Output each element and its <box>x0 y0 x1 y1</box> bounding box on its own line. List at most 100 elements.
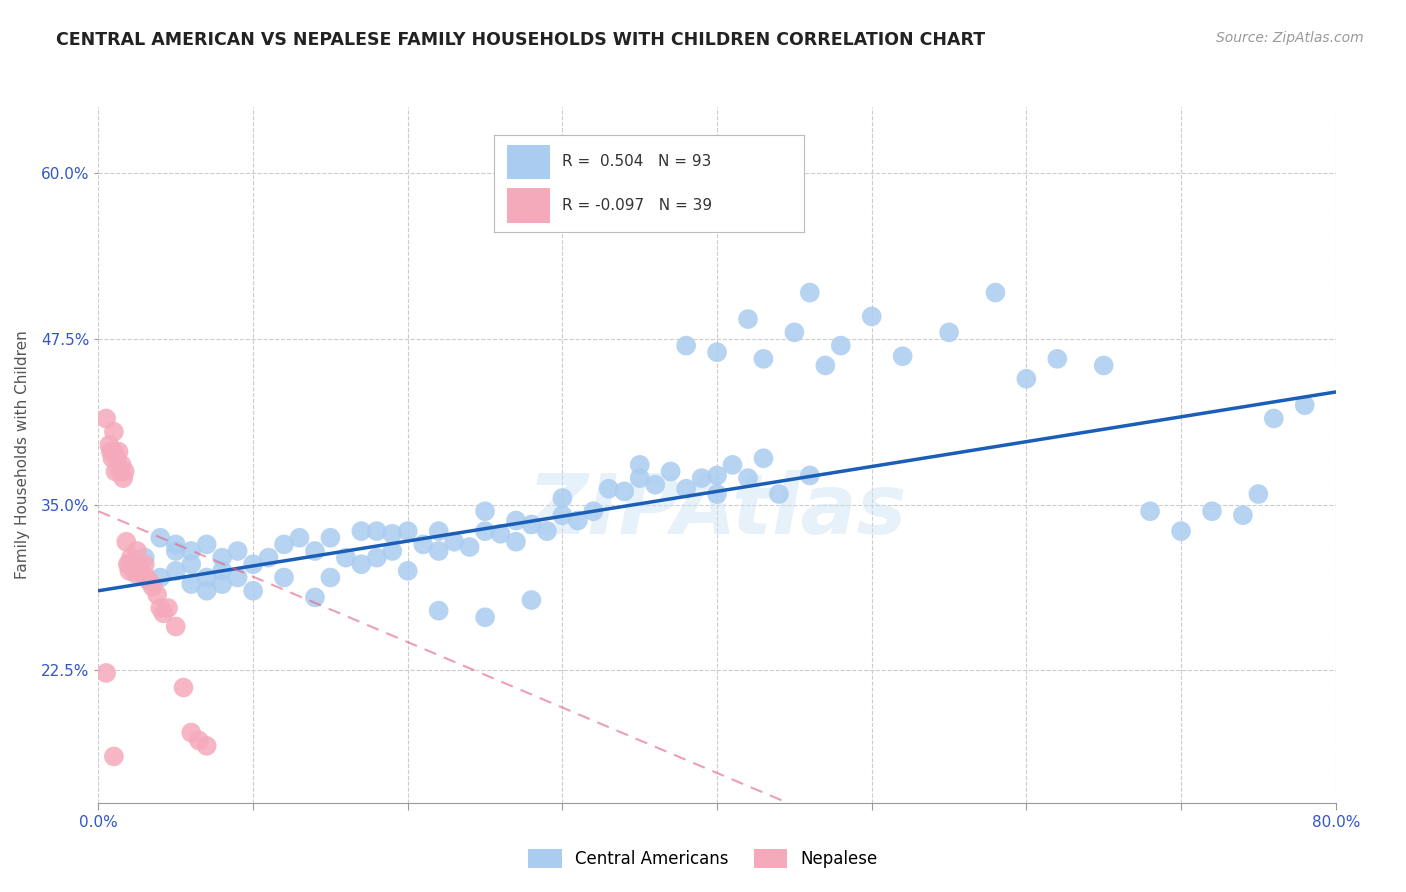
Point <box>188 733 211 747</box>
Point <box>117 558 139 572</box>
Point <box>567 514 589 528</box>
Point <box>152 607 174 621</box>
Point <box>443 534 465 549</box>
Point <box>675 338 697 352</box>
Point <box>520 593 543 607</box>
Point <box>288 531 311 545</box>
Point <box>706 345 728 359</box>
Point <box>103 444 125 458</box>
Y-axis label: Family Households with Children: Family Households with Children <box>15 331 30 579</box>
Point <box>114 465 136 479</box>
Point <box>474 524 496 538</box>
Point <box>350 524 373 538</box>
Point <box>783 326 806 340</box>
Point <box>96 411 118 425</box>
Point <box>706 487 728 501</box>
Point <box>104 465 127 479</box>
Point <box>1247 487 1270 501</box>
Point <box>752 351 775 366</box>
Point <box>96 665 118 680</box>
Point <box>690 471 713 485</box>
Text: CENTRAL AMERICAN VS NEPALESE FAMILY HOUSEHOLDS WITH CHILDREN CORRELATION CHART: CENTRAL AMERICAN VS NEPALESE FAMILY HOUS… <box>56 31 986 49</box>
Point <box>124 566 146 581</box>
Point <box>737 312 759 326</box>
Point <box>172 681 194 695</box>
Point <box>319 531 342 545</box>
Point <box>830 338 852 352</box>
Point <box>505 514 527 528</box>
Point <box>644 477 666 491</box>
Point <box>211 577 233 591</box>
Point <box>1232 508 1254 523</box>
Point <box>319 570 342 584</box>
Point <box>381 544 404 558</box>
Point <box>381 526 404 541</box>
Point <box>103 749 125 764</box>
Point <box>242 583 264 598</box>
Point <box>180 558 202 572</box>
Point <box>138 574 160 589</box>
Point <box>122 561 145 575</box>
Point <box>195 739 218 753</box>
Point <box>505 534 527 549</box>
Point <box>489 526 512 541</box>
Point <box>1263 411 1285 425</box>
Point <box>118 564 141 578</box>
Point <box>273 570 295 584</box>
Point <box>141 580 165 594</box>
Point <box>860 310 883 324</box>
Text: ZIPAtlas: ZIPAtlas <box>527 470 907 551</box>
Point <box>582 504 605 518</box>
Point <box>180 544 202 558</box>
Point <box>226 544 249 558</box>
Point <box>129 564 152 578</box>
Point <box>149 601 172 615</box>
Point <box>536 524 558 538</box>
Point <box>768 487 790 501</box>
Point <box>752 451 775 466</box>
Point <box>458 540 481 554</box>
Point <box>108 465 131 479</box>
Point <box>180 577 202 591</box>
Point <box>396 524 419 538</box>
Point <box>675 482 697 496</box>
Point <box>146 588 169 602</box>
Point <box>101 451 124 466</box>
Point <box>737 471 759 485</box>
Point <box>211 564 233 578</box>
Point <box>149 570 172 584</box>
Point <box>427 604 450 618</box>
Point <box>120 550 142 565</box>
Point <box>1170 524 1192 538</box>
Point <box>551 491 574 505</box>
Point <box>242 558 264 572</box>
Point <box>799 468 821 483</box>
Point <box>211 550 233 565</box>
Point <box>799 285 821 300</box>
Text: Source: ZipAtlas.com: Source: ZipAtlas.com <box>1216 31 1364 45</box>
Point <box>112 471 135 485</box>
Point <box>1046 351 1069 366</box>
Point <box>938 326 960 340</box>
Point <box>304 591 326 605</box>
Point <box>474 610 496 624</box>
Point <box>149 531 172 545</box>
Point <box>706 468 728 483</box>
Point <box>659 465 682 479</box>
Point <box>103 425 125 439</box>
Point <box>1201 504 1223 518</box>
Point <box>127 544 149 558</box>
Point <box>226 570 249 584</box>
Text: R =  0.504   N = 93: R = 0.504 N = 93 <box>562 154 711 169</box>
Text: R = -0.097   N = 39: R = -0.097 N = 39 <box>562 198 713 213</box>
Point <box>474 504 496 518</box>
Point <box>165 544 187 558</box>
Point <box>195 537 218 551</box>
Point <box>98 438 121 452</box>
Point <box>131 566 153 581</box>
Point <box>613 484 636 499</box>
Point <box>180 725 202 739</box>
Bar <box>506 188 550 222</box>
Point <box>551 508 574 523</box>
Point <box>1294 398 1316 412</box>
